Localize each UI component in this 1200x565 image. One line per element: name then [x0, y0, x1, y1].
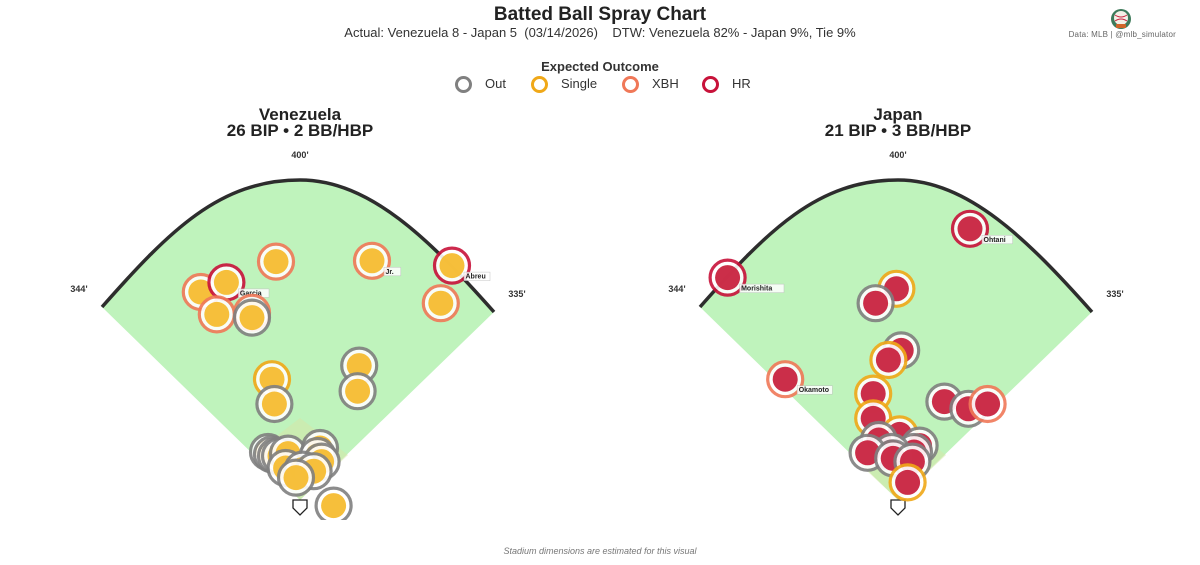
japan-points: Ohtani Morishita Okamoto	[708, 209, 1013, 502]
player-label-box	[383, 267, 402, 277]
batted-ball-point	[875, 347, 901, 373]
legend-label: XBH	[652, 76, 679, 91]
batted-ball-point	[239, 305, 265, 331]
batted-ball-point	[863, 290, 889, 316]
batted-ball-point	[975, 391, 1001, 417]
chart-subtitle: Actual: Venezuela 8 - Japan 5 (03/14/202…	[344, 25, 856, 40]
data-credit: Data: MLB | @mlb_simulator	[1068, 30, 1176, 39]
batted-ball-point	[715, 265, 741, 291]
venezuela-points: GarciaJr.Abreu	[181, 241, 491, 520]
legend-title: Expected Outcome	[541, 59, 659, 74]
legend: Out Single XBH HR	[455, 74, 775, 94]
legend-label: HR	[732, 76, 751, 91]
batted-ball-point	[428, 290, 454, 316]
footer-note: Stadium dimensions are estimated for thi…	[503, 546, 697, 556]
batted-ball-point	[213, 269, 239, 295]
player-label: Morishita	[741, 286, 772, 293]
venezuela-center-distance: 400'	[291, 150, 308, 160]
venezuela-left-distance: 344'	[70, 284, 87, 294]
legend-label: Single	[561, 76, 598, 91]
player-label: Jr.	[386, 269, 394, 276]
player-label: Ohtani	[984, 237, 1006, 244]
batted-ball-point	[321, 493, 347, 519]
player-label-box	[981, 235, 1013, 245]
baseball-logo-icon	[1111, 9, 1131, 29]
batted-ball-point	[359, 248, 385, 274]
japan-outfield-wall	[698, 178, 1094, 314]
japan-right-distance: 335'	[1106, 289, 1123, 299]
batted-ball-point	[283, 465, 309, 491]
home-plate-icon	[890, 499, 906, 516]
batted-ball-point	[263, 249, 289, 275]
player-label-box	[796, 385, 833, 395]
venezuela-panel-title: Venezuela	[258, 105, 342, 124]
single-ring-icon	[531, 76, 548, 93]
spray-chart-plots: 400' 344' 335' GarciaJr.Abreu 400' 344' …	[70, 150, 1124, 520]
batted-ball-point	[345, 378, 371, 404]
player-label: Abreu	[466, 274, 486, 281]
japan-field: 400' 344' 335' Ohtani Morishita Okamoto	[668, 150, 1124, 516]
batted-ball-point	[860, 381, 886, 407]
batted-ball-point	[346, 353, 372, 379]
venezuela-right-distance: 335'	[508, 289, 525, 299]
japan-panel-title: Japan	[873, 105, 923, 124]
venezuela-outfield-wall	[100, 178, 496, 314]
batted-ball-point	[895, 469, 921, 495]
player-label-box	[463, 271, 491, 281]
xbh-ring-icon	[622, 76, 639, 93]
batted-ball-point	[261, 391, 287, 417]
venezuela-panel-subtitle: 26 BIP • 2 BB/HBP	[226, 121, 374, 140]
batted-ball-point	[772, 366, 798, 392]
japan-panel-subtitle: 21 BIP • 3 BB/HBP	[824, 121, 972, 140]
hr-ring-icon	[702, 76, 719, 93]
japan-left-distance: 344'	[668, 284, 685, 294]
player-label: Okamoto	[799, 387, 829, 394]
legend-label: Out	[485, 76, 506, 91]
batted-ball-point	[439, 253, 465, 279]
batted-ball-point	[855, 440, 881, 466]
batted-ball-point	[957, 216, 983, 242]
chart-title: Batted Ball Spray Chart	[493, 4, 707, 25]
venezuela-field: 400' 344' 335' GarciaJr.Abreu	[70, 150, 526, 520]
batted-ball-point	[204, 301, 230, 327]
home-plate-icon	[292, 499, 308, 516]
out-ring-icon	[455, 76, 472, 93]
japan-center-distance: 400'	[889, 150, 906, 160]
player-label-box	[739, 283, 785, 293]
venezuela-fair-territory	[102, 180, 494, 500]
